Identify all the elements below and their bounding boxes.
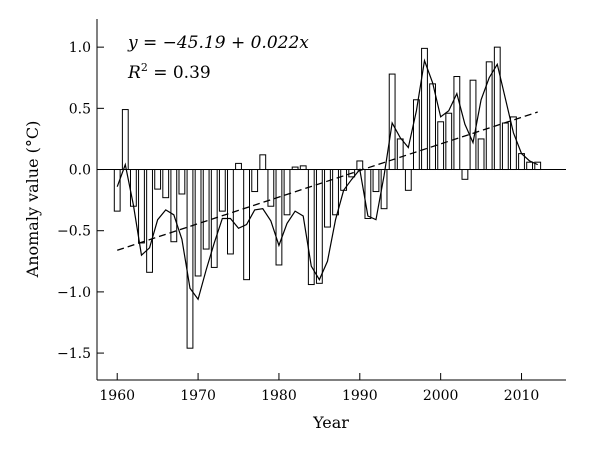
bar-1999	[429, 83, 436, 171]
bar-1987	[332, 169, 339, 216]
bar-1986	[324, 169, 331, 228]
bar-2000	[437, 121, 445, 171]
bar-1968	[178, 169, 186, 195]
y-tick-label: −0.5	[57, 224, 91, 240]
bar-2003	[461, 169, 469, 180]
bar-1996	[404, 169, 412, 191]
bar-1965	[154, 169, 162, 190]
x-tick-label: 2010	[504, 388, 540, 404]
bar-2005	[477, 138, 485, 171]
bar-2008	[501, 122, 509, 171]
y-tick-label: 0.5	[69, 101, 91, 117]
bar-2002	[453, 76, 461, 171]
x-tick-label: 1970	[180, 388, 216, 404]
bar-1975	[235, 162, 242, 171]
bar-1971	[202, 169, 210, 250]
y-tick-label: 0.0	[69, 163, 91, 179]
bar-1960	[113, 169, 121, 212]
bar-1980	[275, 169, 283, 266]
bar-1977	[251, 169, 259, 193]
lines-layer	[97, 58, 566, 301]
r-squared-exponent: 2	[141, 61, 148, 74]
r-squared-value: = 0.39	[148, 63, 211, 83]
x-tick-label: 2000	[423, 388, 459, 404]
y-tick-label: 1.0	[69, 40, 91, 56]
bar-1961	[121, 109, 129, 171]
axes-layer	[96, 19, 566, 381]
bar-1981	[283, 169, 291, 216]
bars-layer	[113, 46, 542, 349]
r-squared-symbol: R	[127, 63, 141, 83]
regression-equation: y = −45.19 + 0.022x	[127, 33, 309, 53]
x-axis-title: Year	[312, 413, 349, 432]
bar-2004	[469, 79, 477, 171]
bar-1966	[162, 169, 170, 199]
bar-1985	[315, 169, 323, 284]
bar-1969	[186, 169, 194, 349]
bar-1964	[146, 169, 153, 273]
bar-1978	[259, 154, 267, 171]
bar-1990	[356, 160, 364, 171]
bar-1963	[138, 169, 145, 244]
bar-1995	[396, 138, 404, 171]
linear-trend-line	[117, 111, 538, 251]
tick-labels-layer: −1.5 −1.0 −0.5 0.0 0.5 1.0 1960 1970 1980 1990 200…	[57, 40, 539, 404]
y-axis-title: Anomaly value (°C)	[23, 121, 42, 279]
x-tick-label: 1990	[342, 388, 378, 404]
x-tick-label: 1980	[261, 388, 297, 404]
bar-1983	[299, 165, 307, 171]
x-tick-label: 1960	[99, 388, 135, 404]
bar-2011	[526, 161, 534, 171]
bar-1991	[364, 169, 372, 219]
y-tick-label: −1.5	[57, 346, 91, 362]
bar-1970	[194, 169, 202, 277]
bar-1973	[218, 169, 226, 212]
bar-1992	[372, 169, 380, 193]
smoothed-anomaly-line	[116, 58, 538, 301]
y-tick-label: −1.0	[57, 285, 91, 301]
bar-1962	[129, 169, 137, 207]
r-squared-annotation: R2 = 0.39	[127, 61, 211, 83]
